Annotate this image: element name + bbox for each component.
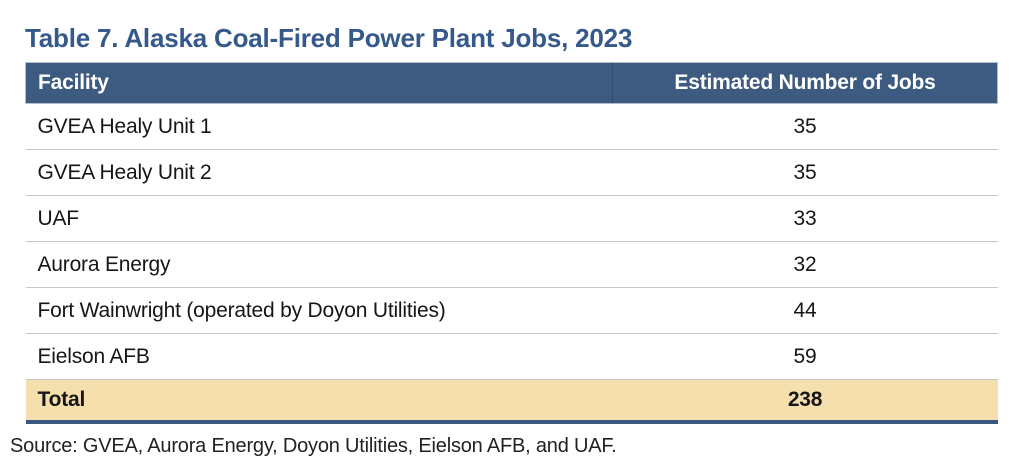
total-row: Total 238 — [25, 379, 998, 424]
table-row: GVEA Healy Unit 2 35 — [25, 149, 998, 196]
jobs-cell: 33 — [612, 195, 998, 242]
jobs-cell: 32 — [612, 241, 998, 288]
table-row: UAF 33 — [25, 195, 998, 242]
data-table: Facility Estimated Number of Jobs GVEA H… — [24, 62, 998, 424]
facility-cell: GVEA Healy Unit 2 — [25, 149, 613, 196]
total-value-cell: 238 — [612, 379, 998, 424]
facility-cell: GVEA Healy Unit 1 — [25, 103, 613, 150]
total-label-cell: Total — [25, 379, 613, 424]
column-header-jobs: Estimated Number of Jobs — [612, 62, 998, 104]
facility-cell: Eielson AFB — [25, 333, 613, 380]
table-row: GVEA Healy Unit 1 35 — [25, 103, 998, 150]
facility-cell: Aurora Energy — [25, 241, 613, 288]
table-header-row: Facility Estimated Number of Jobs — [24, 62, 998, 104]
table-row: Aurora Energy 32 — [25, 241, 998, 288]
column-header-facility: Facility — [24, 62, 614, 104]
facility-cell: Fort Wainwright (operated by Doyon Utili… — [25, 287, 613, 334]
jobs-cell: 59 — [612, 333, 998, 380]
facility-cell: UAF — [25, 195, 613, 242]
page-title: Table 7. Alaska Coal-Fired Power Plant J… — [25, 23, 633, 53]
jobs-cell: 44 — [612, 287, 998, 334]
table-row: Fort Wainwright (operated by Doyon Utili… — [25, 287, 998, 334]
jobs-cell: 35 — [612, 149, 998, 196]
source-note: Source: GVEA, Aurora Energy, Doyon Utili… — [10, 435, 617, 457]
table-row: Eielson AFB 59 — [25, 333, 998, 380]
jobs-cell: 35 — [612, 103, 998, 150]
